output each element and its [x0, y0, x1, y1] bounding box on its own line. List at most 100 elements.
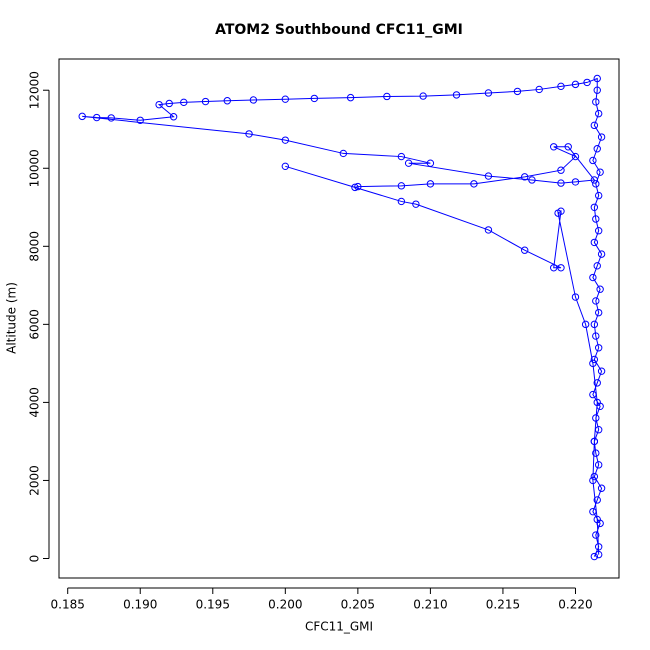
data-point [593, 145, 601, 153]
data-point [557, 166, 565, 174]
data-point [383, 92, 391, 101]
data-point [592, 297, 600, 305]
data-point [571, 80, 580, 89]
data-point [557, 82, 565, 91]
data-point [594, 191, 603, 200]
data-point [281, 162, 290, 171]
data-point [554, 209, 562, 217]
y-axis-label: Altitude (m) [5, 282, 19, 354]
data-point [528, 176, 536, 184]
data-point [589, 359, 597, 368]
data-point [596, 285, 604, 293]
data-point [593, 515, 601, 524]
data-point [592, 332, 600, 340]
data-point [535, 85, 543, 94]
data-point [589, 476, 597, 485]
data-point [484, 172, 493, 180]
y-tick-label: 10000 [28, 149, 42, 187]
data-point [583, 78, 591, 87]
data-point [281, 95, 290, 103]
data-point [484, 89, 493, 97]
data-point [590, 552, 599, 561]
plot-frame [58, 58, 620, 579]
data-point [354, 182, 362, 191]
data-point [593, 379, 601, 387]
data-point [592, 98, 600, 106]
data-point [590, 355, 599, 364]
y-tick-label: 0 [28, 555, 42, 563]
data-point [310, 94, 319, 103]
data-point [201, 97, 210, 106]
data-point [249, 96, 258, 104]
data-point [592, 414, 600, 422]
data-point [397, 182, 406, 190]
data-point [593, 398, 601, 407]
x-tick-label: 0.205 [341, 598, 375, 612]
data-point [93, 113, 101, 122]
data-point [404, 159, 413, 167]
data-point [550, 143, 558, 151]
data-point [426, 159, 435, 167]
y-tick-label: 2000 [28, 465, 42, 496]
data-point [592, 449, 600, 457]
data-point [245, 130, 253, 138]
x-tick-label: 0.195 [196, 598, 230, 612]
data-point [594, 226, 603, 235]
data-point [594, 461, 603, 469]
x-tick-label: 0.190 [123, 598, 157, 612]
data-point [564, 143, 572, 151]
data-point [597, 484, 606, 492]
data-point [590, 203, 599, 211]
data-point [136, 116, 144, 124]
data-point [78, 112, 86, 121]
data-point [597, 133, 606, 141]
data-point [339, 149, 348, 158]
data-point [281, 136, 290, 144]
data-point [557, 264, 565, 272]
x-tick-label: 0.200 [268, 598, 302, 612]
data-point [589, 390, 597, 399]
y-tick-label: 6000 [28, 309, 42, 340]
x-tick-label: 0.210 [413, 598, 447, 612]
data-point [596, 168, 604, 176]
data-point [593, 74, 601, 83]
x-tick-label: 0.185 [51, 598, 85, 612]
data-point [155, 100, 163, 109]
data-point [589, 273, 597, 282]
chart-title: ATOM2 Southbound CFC11_GMI [215, 22, 463, 38]
data-point [597, 367, 606, 375]
data-point [592, 215, 600, 223]
data-point [107, 114, 115, 122]
data-point [589, 507, 597, 516]
data-point [571, 178, 580, 186]
data-point [223, 97, 231, 105]
data-point [513, 87, 522, 96]
data-point [590, 472, 599, 481]
data-point [351, 183, 359, 192]
data-point [520, 173, 529, 181]
data-point [520, 246, 529, 254]
data-point [594, 308, 603, 317]
y-tick-label: 12000 [28, 71, 42, 109]
x-tick-label: 0.220 [558, 598, 592, 612]
data-point [594, 550, 603, 559]
data-point [594, 344, 603, 352]
data-point [412, 200, 420, 208]
data-point [452, 91, 461, 99]
data-point [426, 180, 435, 188]
data-point [470, 180, 478, 188]
data-point [590, 320, 599, 329]
y-tick-label: 4000 [28, 387, 42, 418]
data-point [594, 543, 603, 551]
data-point [165, 99, 173, 108]
data-point [592, 180, 600, 188]
data-point [419, 92, 427, 100]
data-point [590, 121, 599, 130]
data-point [590, 176, 599, 184]
data-point [346, 93, 355, 102]
data-point [397, 197, 406, 206]
data-point [581, 320, 590, 329]
y-tick-label: 8000 [28, 231, 42, 262]
